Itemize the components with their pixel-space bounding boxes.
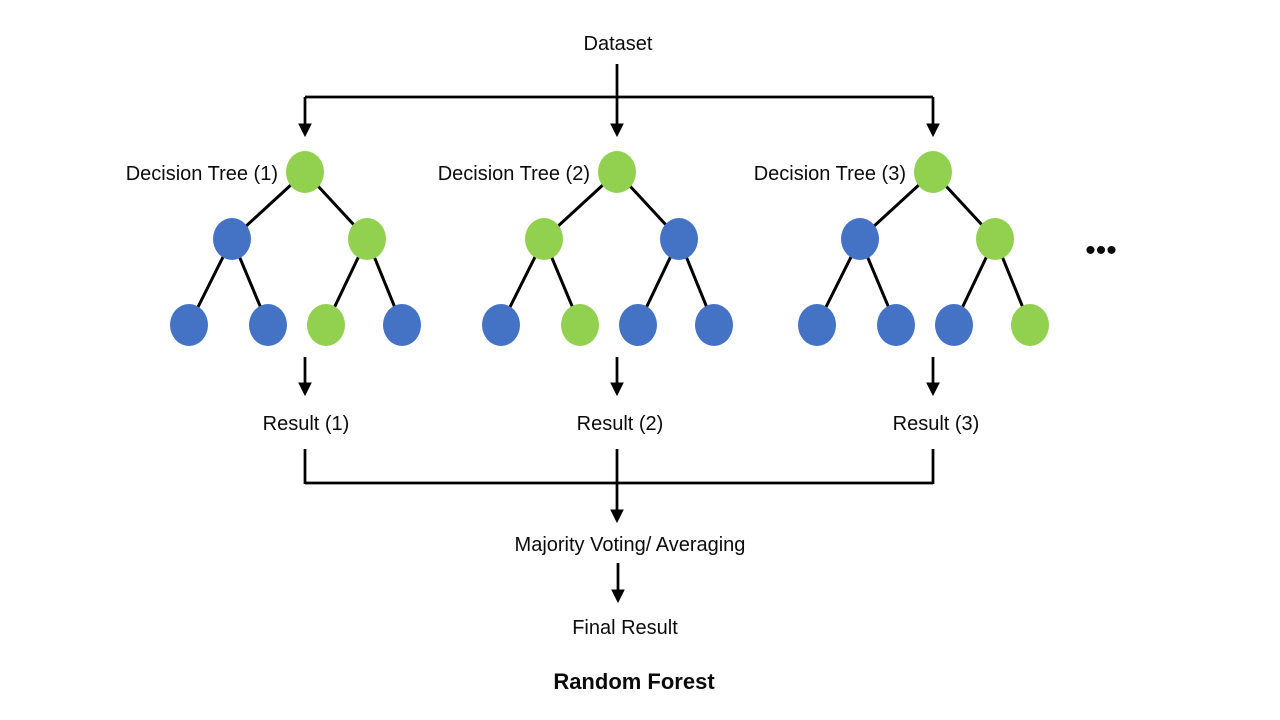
decision-tree-2-label: Decision Tree (2)	[438, 163, 590, 185]
dataset-label: Dataset	[584, 33, 653, 55]
tree3-leaf4-node	[1011, 304, 1049, 346]
tree3-right-node	[976, 218, 1014, 260]
tree2-leaf4-node	[695, 304, 733, 346]
results-aggregation-connector	[303, 449, 935, 524]
aggregation-label: Majority Voting/ Averaging	[515, 534, 746, 556]
decision-tree-2: Decision Tree (2) Result (2)	[438, 151, 733, 435]
result-3-label: Result (3)	[893, 413, 980, 435]
tree1-leaf4-node	[383, 304, 421, 346]
decision-tree-1: Decision Tree (1) Result (1)	[126, 151, 421, 435]
tree2-leaf1-node	[482, 304, 520, 346]
tree3-leaf2-node	[877, 304, 915, 346]
tree3-leaf1-node	[798, 304, 836, 346]
tree2-left-node	[525, 218, 563, 260]
tree2-root-node	[598, 151, 636, 193]
tree3-leaf3-node	[935, 304, 973, 346]
tree1-leaf1-node	[170, 304, 208, 346]
tree1-left-node	[213, 218, 251, 260]
tree3-left-node	[841, 218, 879, 260]
final-result-label: Final Result	[572, 617, 678, 639]
decision-tree-3: Decision Tree (3) Result (3)	[754, 151, 1049, 435]
tree1-leaf2-node	[249, 304, 287, 346]
tree3-root-node	[914, 151, 952, 193]
tree2-leaf2-node	[561, 304, 599, 346]
dataset-distribution-connector	[298, 64, 940, 138]
tree1-right-node	[348, 218, 386, 260]
diagram-title: Random Forest	[553, 669, 715, 694]
decision-tree-3-label: Decision Tree (3)	[754, 163, 906, 185]
more-trees-ellipsis: •••	[1085, 234, 1117, 267]
decision-tree-1-label: Decision Tree (1)	[126, 163, 278, 185]
result-2-label: Result (2)	[577, 413, 664, 435]
tree2-right-node	[660, 218, 698, 260]
result-1-label: Result (1)	[263, 413, 350, 435]
tree1-root-node	[286, 151, 324, 193]
tree2-leaf3-node	[619, 304, 657, 346]
tree1-leaf3-node	[307, 304, 345, 346]
